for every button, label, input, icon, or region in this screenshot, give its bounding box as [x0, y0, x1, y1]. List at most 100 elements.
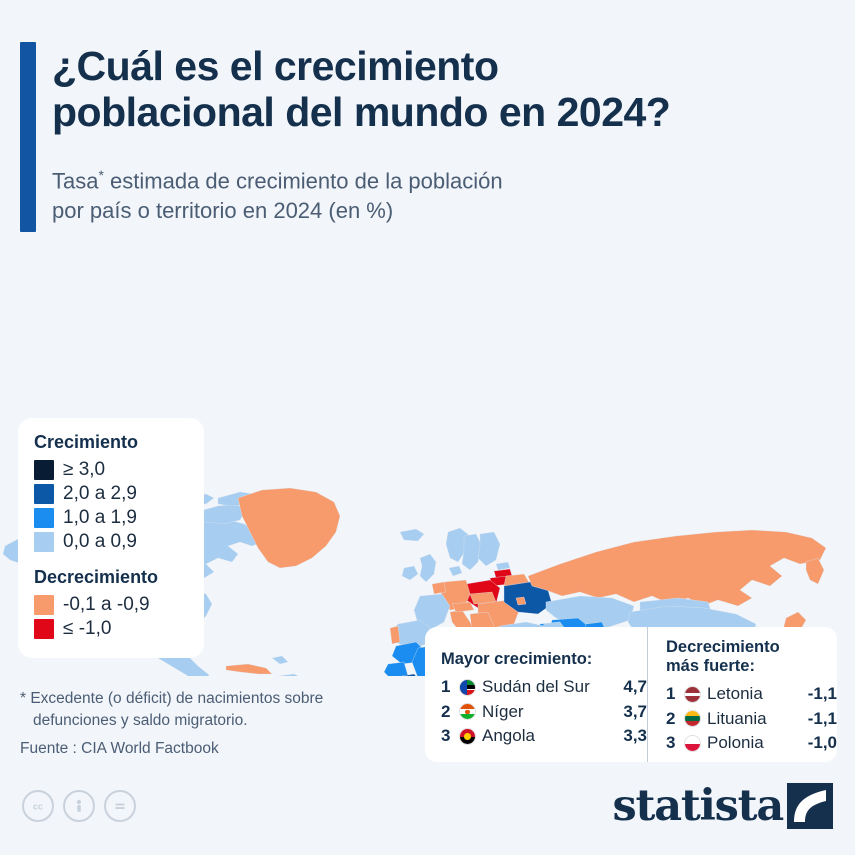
ranking-decline-title-line-1: Decrecimiento	[666, 638, 780, 656]
source-label: Fuente : CIA World Factbook	[20, 740, 219, 757]
map-country-ireland	[402, 566, 418, 580]
cc-glyph: cc	[33, 802, 43, 812]
ranking-decline-title: Decrecimiento más fuerte:	[666, 638, 837, 676]
legend-item-label: ≥ 3,0	[63, 459, 106, 480]
rank-value: 3,7	[623, 701, 647, 721]
map-country-western-sahara	[384, 662, 408, 676]
rank-country-name: Lituania	[707, 708, 767, 728]
legend-item-label: ≤ -1,0	[63, 618, 112, 639]
page-title: ¿Cuál es el crecimiento poblacional del …	[52, 43, 842, 136]
footnote-line-2: defunciones y saldo migratorio.	[33, 712, 248, 730]
map-country-greenland	[238, 488, 340, 568]
legend-item-label: -0,1 a -0,9	[63, 594, 150, 615]
flag-icon-south-sudan	[459, 678, 476, 696]
rank-number: 1	[441, 676, 451, 696]
legend-decline-items: -0,1 a -0,9 ≤ -1,0	[34, 594, 188, 640]
ranking-card: Mayor crecimiento: 1 Sudán del Sur 4,7 2 Níg…	[425, 627, 837, 762]
creative-commons-badges: cc	[22, 790, 136, 822]
subtitle-text-b: estimada de crecimiento de la población	[103, 168, 503, 194]
person-glyph	[76, 799, 82, 812]
flag-icon-niger	[459, 703, 476, 721]
page-subtitle-line-1: Tasa* estimada de crecimiento de la pobl…	[52, 166, 752, 196]
legend-item-growth-1: ≥ 3,0	[34, 459, 188, 481]
map-country-switzerland-at	[452, 602, 474, 612]
ranking-row-growth-3: 3 Angola 3,3	[441, 724, 647, 749]
rank-value: 4,7	[623, 676, 647, 696]
map-country-hispaniola	[278, 674, 302, 676]
ranking-decline-column: Decrecimiento más fuerte: 1 Letonia -1,1 2 L…	[647, 627, 837, 762]
legend-swatch-icon	[34, 460, 54, 480]
cc-icon[interactable]: cc	[22, 790, 54, 822]
flag-icon-poland	[684, 735, 701, 753]
statista-mark-icon	[787, 783, 833, 829]
statista-logo[interactable]: statista	[613, 783, 833, 829]
page-title-line-1: ¿Cuál es el crecimiento	[52, 43, 499, 89]
no-derivatives-equals-icon[interactable]	[104, 790, 136, 822]
legend-heading-decline: Decrecimiento	[34, 567, 159, 587]
map-country-kamchatka	[806, 558, 824, 584]
legend-swatch-icon	[34, 619, 54, 639]
legend-swatch-icon	[34, 532, 54, 552]
map-country-netherlands-be	[432, 582, 446, 594]
map-country-estonia	[496, 562, 510, 570]
page-subtitle-line-2: por país o territorio en 2024 (en %)	[52, 197, 394, 223]
legend-item-label: 0,0 a 0,9	[63, 531, 137, 552]
legend-growth-items: ≥ 3,0 2,0 a 2,9 1,0 a 1,9 0,0 a 0,9	[34, 459, 188, 553]
rank-number: 3	[666, 733, 676, 753]
legend-item-growth-2: 2,0 a 2,9	[34, 483, 188, 505]
rank-number: 1	[666, 683, 676, 703]
map-country-denmark	[449, 566, 462, 576]
legend-item-growth-4: 0,0 a 0,9	[34, 531, 188, 553]
svg-text:cc: cc	[33, 802, 43, 812]
footnote: * Excedente (o déficit) de nacimientos s…	[20, 688, 430, 733]
page-title-line-2: poblacional del mundo en 2024?	[52, 88, 671, 135]
legend-item-growth-3: 1,0 a 1,9	[34, 507, 188, 529]
ranking-row-growth-2: 2 Níger 3,7	[441, 700, 647, 725]
map-country-sweden	[462, 534, 482, 570]
attribution-person-icon[interactable]	[63, 790, 95, 822]
legend-item-label: 1,0 a 1,9	[63, 507, 137, 528]
statista-wordmark: statista	[612, 780, 785, 831]
ranking-growth-title: Mayor crecimiento:	[441, 650, 593, 668]
equals-glyph	[115, 803, 125, 809]
title-accent-bar	[20, 42, 36, 232]
ranking-row-decline-1: 1 Letonia -1,1	[666, 682, 837, 707]
legend-item-decline-2: ≤ -1,0	[34, 618, 188, 640]
rank-country-name: Sudán del Sur	[482, 676, 590, 696]
flag-icon-angola	[459, 728, 476, 746]
map-country-cuba	[226, 664, 272, 674]
rank-country-name: Níger	[482, 701, 524, 721]
rank-number: 3	[441, 726, 451, 746]
rank-value: -1,1	[807, 708, 837, 728]
rank-country-name: Polonia	[707, 733, 764, 753]
footnote-marker: *	[98, 167, 104, 183]
legend-swatch-icon	[34, 484, 54, 504]
map-country-portugal	[390, 626, 400, 644]
ranking-row-decline-2: 2 Lituania -1,1	[666, 707, 837, 732]
map-country-russia	[528, 530, 826, 606]
ranking-growth-rows: 1 Sudán del Sur 4,7 2 Níger 3,7 3 Angola 3,3	[441, 675, 647, 749]
ranking-row-decline-3: 3 Polonia -1,0	[666, 731, 837, 756]
ranking-decline-rows: 1 Letonia -1,1 2 Lituania -1,1 3 Polonia -1,0	[666, 682, 837, 756]
rank-value: -1,0	[807, 733, 837, 753]
rank-value: 3,3	[623, 726, 647, 746]
legend-item-label: 2,0 a 2,9	[63, 483, 137, 504]
rank-number: 2	[441, 701, 451, 721]
ranking-growth-column: Mayor crecimiento: 1 Sudán del Sur 4,7 2 Níg…	[425, 627, 647, 762]
page-subtitle: Tasa* estimada de crecimiento de la pobl…	[52, 166, 752, 225]
map-country-united-kingdom	[420, 554, 436, 582]
legend-heading-growth: Crecimiento	[34, 432, 139, 452]
map-legend: Crecimiento ≥ 3,0 2,0 a 2,9 1,0 a 1,9 0,0 a…	[18, 418, 204, 658]
ranking-row-growth-1: 1 Sudán del Sur 4,7	[441, 675, 647, 700]
map-country-finland	[478, 532, 500, 566]
flag-icon-lithuania	[684, 710, 701, 728]
map-country-iceland	[400, 529, 424, 541]
ranking-decline-title-line-2: más fuerte:	[666, 656, 755, 675]
map-country-bahamas	[272, 656, 288, 664]
flag-icon-latvia	[684, 685, 701, 703]
legend-item-decline-1: -0,1 a -0,9	[34, 594, 188, 616]
rank-value: -1,1	[807, 683, 837, 703]
map-country-moldova	[516, 597, 526, 605]
legend-swatch-icon	[34, 508, 54, 528]
